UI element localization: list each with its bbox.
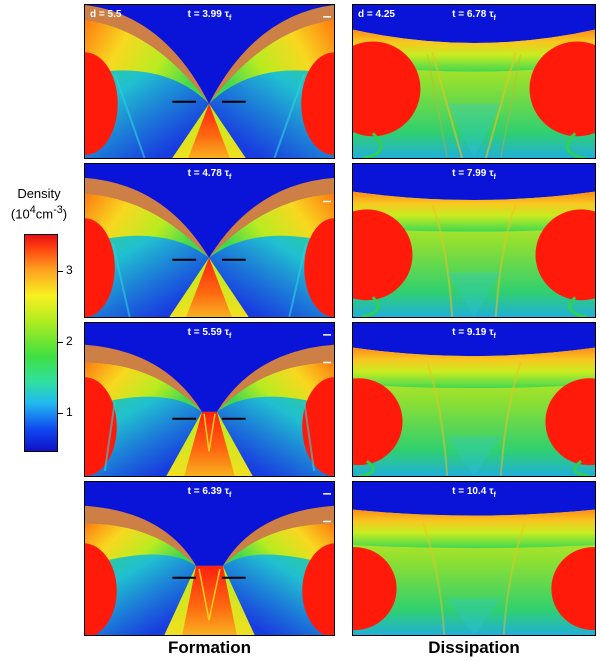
density-map bbox=[85, 323, 334, 476]
colorbar-unit: (104cm-3) bbox=[10, 204, 68, 222]
density-map bbox=[353, 323, 595, 476]
density-map bbox=[353, 164, 595, 317]
dissipation-panel-3: t = 9.19 τf bbox=[352, 322, 596, 477]
distance-label: d = 4.25 bbox=[358, 9, 395, 20]
time-label: t = 5.59 τf bbox=[187, 327, 232, 340]
colorbar-tick-mark bbox=[58, 342, 63, 343]
density-map bbox=[353, 482, 595, 635]
formation-panel-4: t = 6.39 τf bbox=[84, 481, 335, 636]
time-label: t = 6.78 τf bbox=[452, 9, 496, 22]
density-map bbox=[85, 5, 334, 158]
time-label: t = 4.78 τf bbox=[187, 168, 232, 181]
colorbar-tick-mark bbox=[58, 271, 63, 272]
colorbar-tick-label: 3 bbox=[66, 263, 73, 277]
time-label: t = 3.99 τf bbox=[187, 9, 232, 22]
density-map bbox=[85, 482, 334, 635]
density-map bbox=[353, 5, 595, 158]
dissipation-panel-2: t = 7.99 τf bbox=[352, 163, 596, 318]
formation-panel-3: t = 5.59 τf bbox=[84, 322, 335, 477]
time-label: t = 7.99 τf bbox=[452, 168, 496, 181]
formation-panel-1: d = 5.5 t = 3.99 τf bbox=[84, 4, 335, 159]
colorbar-gradient bbox=[24, 234, 58, 452]
colorbar-tick-label: 1 bbox=[66, 405, 73, 419]
time-label: t = 6.39 τf bbox=[187, 486, 232, 499]
colorbar-tick-mark bbox=[58, 413, 63, 414]
distance-label: d = 5.5 bbox=[90, 9, 122, 20]
formation-panel-2: t = 4.78 τf bbox=[84, 163, 335, 318]
dissipation-label: Dissipation bbox=[428, 638, 520, 657]
colorbar-tick-label: 2 bbox=[66, 334, 73, 348]
time-label: t = 9.19 τf bbox=[452, 327, 496, 340]
density-map bbox=[85, 164, 334, 317]
colorbar-title: Density bbox=[17, 186, 61, 201]
dissipation-panel-1: d = 4.25 t = 6.78 τf bbox=[352, 4, 596, 159]
formation-label: Formation bbox=[167, 638, 252, 657]
time-label: t = 10.4 τf bbox=[452, 486, 496, 499]
dissipation-panel-4: t = 10.4 τf bbox=[352, 481, 596, 636]
